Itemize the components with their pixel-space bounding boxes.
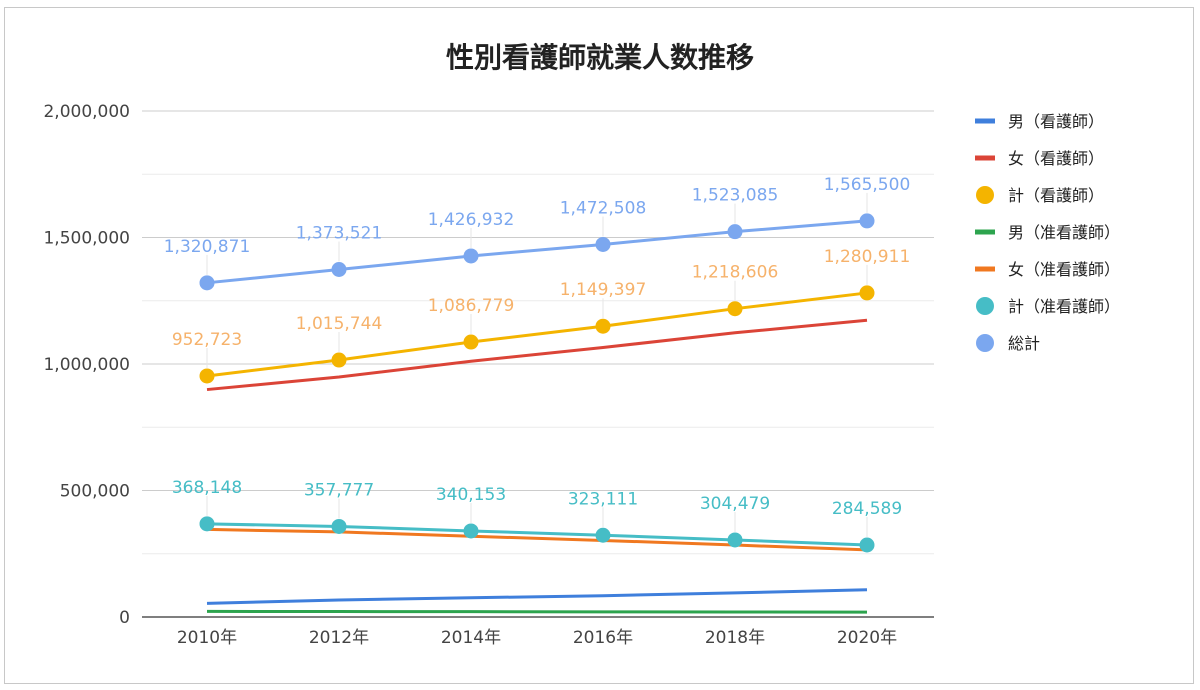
- x-tick-label: 2018年: [705, 628, 765, 648]
- data-label: 1,426,932: [428, 210, 515, 230]
- y-tick-label: 2,000,000: [43, 102, 130, 122]
- series-line: [206, 527, 868, 552]
- y-tick-label: 1,000,000: [43, 355, 130, 375]
- data-point: [199, 516, 215, 532]
- x-tick-label: 2012年: [309, 628, 369, 648]
- data-point: [595, 318, 611, 334]
- data-point: [463, 334, 479, 350]
- data-label: 1,015,744: [296, 314, 383, 334]
- x-tick-label: 2014年: [441, 628, 501, 648]
- series-2: 952,723 1,015,744 1,086,779 1,149,397 1,218,…: [172, 247, 910, 384]
- legend-item: 男（看護師）: [975, 112, 1104, 131]
- y-tick-label: 500,000: [60, 482, 130, 502]
- x-tick-label: 2016年: [573, 628, 633, 648]
- data-point: [199, 368, 215, 384]
- legend-swatch-dot: [976, 334, 994, 352]
- series-4: [206, 527, 868, 552]
- data-point: [463, 523, 479, 539]
- series-line: [206, 291, 868, 378]
- series-line: [206, 318, 868, 392]
- legend-swatch-line: [975, 266, 995, 272]
- data-label: 1,149,397: [560, 280, 647, 300]
- data-point: [199, 275, 215, 291]
- data-label: 323,111: [568, 489, 638, 509]
- legend-item: 計（准看護師）: [976, 297, 1120, 316]
- series-line: [206, 588, 868, 605]
- legend-swatch-line: [975, 229, 995, 235]
- data-point: [331, 352, 347, 368]
- data-point: [859, 285, 875, 301]
- y-tick-label: 0: [119, 608, 130, 628]
- series-5: 368,148 357,777 340,153 323,111 304,479 284,5…: [172, 478, 902, 553]
- series-line: [206, 522, 868, 547]
- data-label: 1,320,871: [164, 237, 251, 257]
- data-point: [859, 537, 875, 553]
- legend-label: 女（看護師）: [1008, 149, 1104, 168]
- data-label: 304,479: [700, 494, 770, 514]
- data-label: 1,472,508: [560, 198, 647, 218]
- series-0: [206, 588, 868, 605]
- data-label: 1,086,779: [428, 296, 515, 316]
- legend-swatch-line: [975, 155, 995, 161]
- data-label: 340,153: [436, 485, 506, 505]
- legend-item: 男（准看護師）: [975, 223, 1120, 242]
- series-line: [206, 609, 868, 614]
- data-label: 368,148: [172, 478, 242, 498]
- legend-item: 女（准看護師）: [975, 260, 1120, 279]
- gridlines: [142, 110, 934, 618]
- data-point: [595, 527, 611, 543]
- legend-label: 総計: [1008, 334, 1040, 353]
- data-point: [727, 532, 743, 548]
- data-label: 1,373,521: [296, 223, 383, 243]
- chart-frame: [4, 7, 1194, 684]
- legend-label: 男（准看護師）: [1008, 223, 1120, 242]
- series-3: [206, 609, 868, 614]
- legend-swatch-dot: [976, 186, 994, 204]
- data-label: 357,777: [304, 480, 374, 500]
- data-point: [463, 248, 479, 264]
- data-label: 284,589: [832, 499, 902, 519]
- legend-swatch-line: [975, 118, 995, 124]
- legend-swatch-dot: [976, 297, 994, 315]
- data-point: [595, 236, 611, 252]
- data-label: 1,218,606: [692, 263, 779, 283]
- legend-label: 計（准看護師）: [1008, 297, 1120, 316]
- data-label: 1,523,085: [692, 186, 779, 206]
- legend-item: 総計: [976, 334, 1040, 353]
- data-point: [331, 518, 347, 534]
- legend-item: 女（看護師）: [975, 149, 1104, 168]
- data-point: [727, 224, 743, 240]
- legend-label: 計（看護師）: [1008, 186, 1104, 205]
- data-label: 1,565,500: [824, 175, 911, 195]
- data-label: 1,280,911: [824, 247, 911, 267]
- legend-item: 計（看護師）: [976, 186, 1104, 205]
- series-1: [206, 318, 868, 392]
- legend-label: 男（看護師）: [1008, 112, 1104, 131]
- data-point: [331, 261, 347, 277]
- data-label: 952,723: [172, 330, 242, 350]
- data-point: [859, 213, 875, 229]
- chart-title: 性別看護師就業人数推移: [445, 41, 754, 74]
- data-point: [727, 301, 743, 317]
- x-tick-label: 2020年: [837, 628, 897, 648]
- legend-label: 女（准看護師）: [1008, 260, 1120, 279]
- legend: 男（看護師） 女（看護師） 計（看護師） 男（准看護師） 女（准看護師） 計（准看護師） 総…: [975, 112, 1120, 353]
- series-6: 1,320,871 1,373,521 1,426,932 1,472,508 1,52…: [164, 175, 911, 291]
- y-tick-label: 1,500,000: [43, 229, 130, 249]
- x-tick-label: 2010年: [177, 628, 237, 648]
- series-line: [206, 219, 868, 285]
